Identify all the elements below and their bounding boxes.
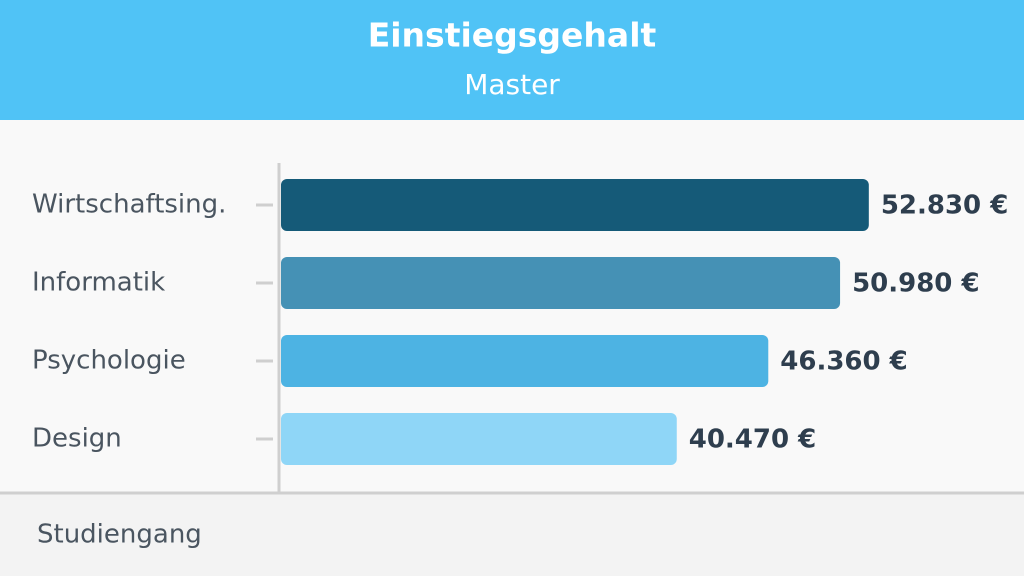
category-label: Psychologie (32, 346, 186, 376)
category-label: Design (32, 424, 122, 454)
value-label: 50.980 € (852, 269, 979, 299)
value-label: 52.830 € (881, 191, 1008, 221)
bar (281, 257, 841, 309)
value-label: 40.470 € (689, 425, 816, 455)
category-label: Informatik (32, 268, 165, 298)
header-band (0, 0, 1024, 120)
footer-band (0, 492, 1024, 576)
axis-title: Studiengang (37, 520, 202, 550)
bar (281, 179, 869, 231)
chart-subtitle: Master (464, 68, 560, 101)
chart-title: Einstiegsgehalt (368, 16, 657, 55)
value-label: 46.360 € (780, 347, 907, 377)
category-label: Wirtschaftsing. (32, 190, 226, 220)
bar (281, 335, 769, 387)
bar (281, 413, 677, 465)
